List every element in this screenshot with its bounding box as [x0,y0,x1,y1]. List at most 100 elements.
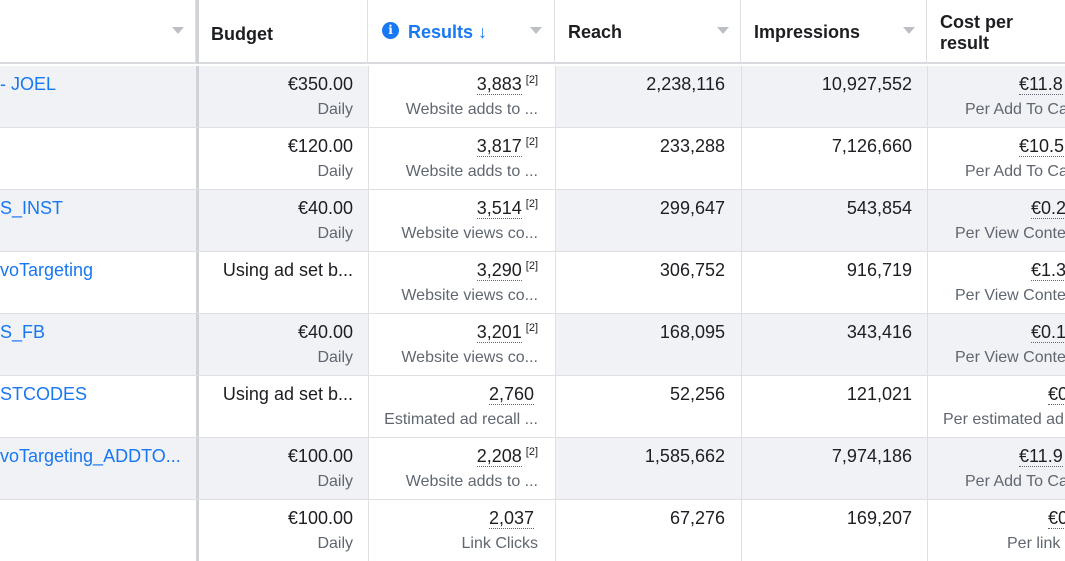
cost-value[interactable]: €0.1 [1031,322,1065,343]
column-divider [927,190,928,251]
cost-per-result-cell[interactable]: €0.2 Per View Conte [928,190,1065,251]
header-budget-label: Budget [211,24,273,44]
budget-cell[interactable]: Using ad set b... [199,376,368,437]
budget-cell[interactable]: €350.00 Daily [199,66,368,127]
chevron-down-icon[interactable] [172,27,184,34]
results-type: Website views co... [401,287,538,304]
cost-value[interactable]: €10.5 [1019,136,1065,157]
results-value[interactable]: 2,760 [488,384,534,405]
header-impressions[interactable]: Impressions [741,0,927,64]
row-name-cell[interactable]: S_FB [0,314,196,375]
cost-per-result-cell[interactable]: €0 Per link [928,500,1065,561]
budget-cell[interactable]: €100.00 Daily [199,500,368,561]
results-cell[interactable]: 2,760 Estimated ad recall ... [369,376,555,437]
row-name-cell[interactable]: - JOEL [0,66,196,127]
cost-value[interactable]: €0.2 [1031,198,1065,219]
cost-per-result-cell[interactable]: €11.8 Per Add To Ca [928,66,1065,127]
row-name-cell[interactable]: voTargeting_ADDTO... [0,438,196,499]
results-value[interactable]: 2,208 [2] [476,446,538,467]
column-divider [368,500,369,561]
ad-name-link[interactable]: - JOEL [0,74,57,94]
table-row[interactable]: voTargeting_ADDTO... €100.00 Daily 2,208… [0,438,1065,500]
results-cell[interactable]: 2,208 [2] Website adds to ... [369,438,555,499]
row-name-cell[interactable]: voTargeting [0,252,196,313]
header-budget[interactable]: Budget [199,0,368,64]
cost-value[interactable]: €0 [1048,508,1065,529]
table-row[interactable]: €120.00 Daily 3,817 [2] Website adds to .… [0,128,1065,190]
cost-per-result-cell[interactable]: €0 Per estimated ad [928,376,1065,437]
header-reach[interactable]: Reach [555,0,741,64]
budget-cell[interactable]: €120.00 Daily [199,128,368,189]
reach-cell: 168,095 [556,314,741,375]
results-value[interactable]: 3,883 [2] [476,74,538,95]
cost-type: Per View Conte [955,349,1065,366]
results-cell[interactable]: 3,514 [2] Website views co... [369,190,555,251]
results-cell[interactable]: 2,037 Link Clicks [369,500,555,561]
column-divider [741,252,742,313]
results-value[interactable]: 2,037 [488,508,534,529]
results-value[interactable]: 3,514 [2] [476,198,538,219]
header-cost-per-result[interactable]: Cost per result [927,0,1065,64]
info-icon[interactable]: i [382,22,399,39]
budget-value: €40.00 [297,198,353,218]
column-divider [555,500,556,561]
cost-type: Per estimated ad [943,411,1064,428]
impressions-cell: 916,719 [742,252,927,313]
cost-value[interactable]: €11.8 [1019,74,1063,95]
impressions-cell: 10,927,552 [742,66,927,127]
header-name-column[interactable] [0,0,196,64]
chevron-down-icon[interactable] [903,27,915,34]
budget-value: €120.00 [287,136,353,156]
sort-descending-icon: ↓ [478,22,488,42]
column-divider [368,66,369,127]
ad-name-link[interactable]: STCODES [0,384,88,404]
chevron-down-icon[interactable] [717,27,729,34]
row-name-cell[interactable]: STCODES [0,376,196,437]
column-divider [927,500,928,561]
ad-name-link[interactable]: voTargeting_ADDTO... [0,446,181,466]
table-row[interactable]: STCODES Using ad set b... 2,760 Estimate… [0,376,1065,438]
header-reach-label: Reach [568,22,623,42]
row-name-cell[interactable] [0,500,196,561]
results-cell[interactable]: 3,817 [2] Website adds to ... [369,128,555,189]
ad-name-link[interactable]: S_FB [0,322,46,342]
results-value[interactable]: 3,201 [2] [476,322,538,343]
reach-cell: 299,647 [556,190,741,251]
cost-type: Per Add To Ca [965,163,1065,180]
cost-per-result-cell[interactable]: €10.5 Per Add To Ca [928,128,1065,189]
results-cell[interactable]: 3,883 [2] Website adds to ... [369,66,555,127]
cost-value[interactable]: €11.9 [1019,446,1063,467]
ad-name-link[interactable]: voTargeting [0,260,94,280]
results-cell[interactable]: 3,290 [2] Website views co... [369,252,555,313]
reach-value: 1,585,662 [644,446,725,466]
budget-cell[interactable]: €100.00 Daily [199,438,368,499]
row-name-cell[interactable]: S_INST [0,190,196,251]
table-row[interactable]: - JOEL €350.00 Daily 3,883 [2] Website ad… [0,66,1065,128]
ad-name-link[interactable]: S_INST [0,198,64,218]
table-row[interactable]: S_INST €40.00 Daily 3,514 [2] Website vie… [0,190,1065,252]
cost-per-result-cell[interactable]: €1.3 Per View Conte [928,252,1065,313]
impressions-cell: 169,207 [742,500,927,561]
table-row[interactable]: S_FB €40.00 Daily 3,201 [2] Website views… [0,314,1065,376]
table-row[interactable]: voTargeting Using ad set b... 3,290 [2] W… [0,252,1065,314]
table-row[interactable]: €100.00 Daily 2,037 Link Clicks 67,276 1… [0,500,1065,561]
column-divider [368,376,369,437]
budget-cell[interactable]: €40.00 Daily [199,314,368,375]
column-divider [368,190,369,251]
column-divider [741,500,742,561]
column-divider[interactable] [196,0,199,64]
results-value[interactable]: 3,290 [2] [476,260,538,281]
cost-per-result-cell[interactable]: €0.1 Per View Conte [928,314,1065,375]
cost-per-result-cell[interactable]: €11.9 Per Add To Ca [928,438,1065,499]
cost-value[interactable]: €1.3 [1031,260,1065,281]
results-cell[interactable]: 3,201 [2] Website views co... [369,314,555,375]
cost-value[interactable]: €0 [1048,384,1065,405]
results-value[interactable]: 3,817 [2] [476,136,538,157]
reach-cell: 2,238,116 [556,66,741,127]
header-results[interactable] [368,0,555,64]
budget-cell[interactable]: Using ad set b... [199,252,368,313]
chevron-down-icon[interactable] [530,27,542,34]
column-divider [741,128,742,189]
row-name-cell[interactable] [0,128,196,189]
budget-cell[interactable]: €40.00 Daily [199,190,368,251]
